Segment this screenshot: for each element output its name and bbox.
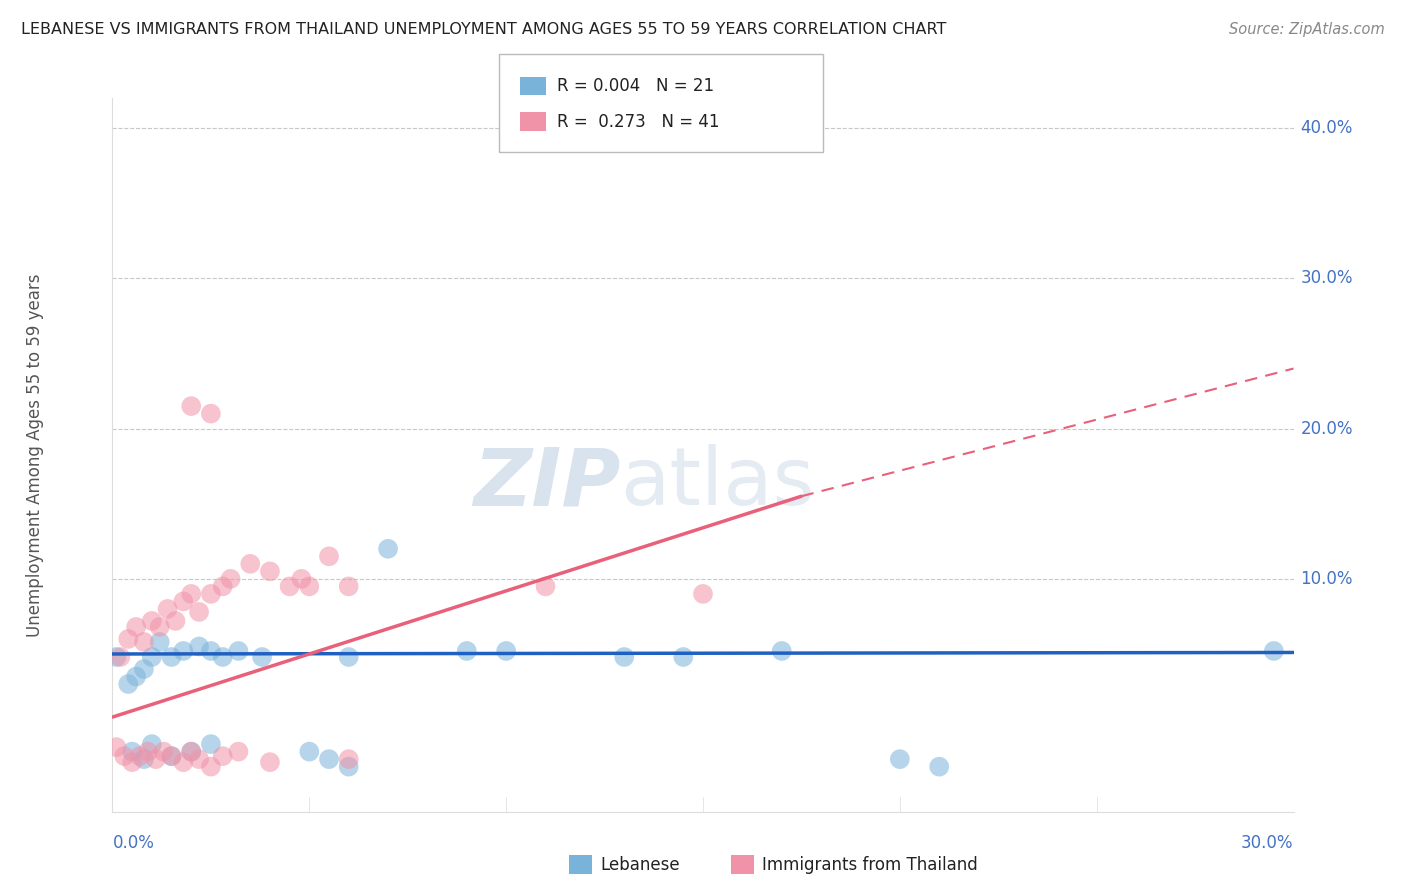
Point xyxy=(105,650,128,665)
Point xyxy=(117,632,139,646)
Text: Lebanese: Lebanese xyxy=(600,856,681,874)
Point xyxy=(250,650,273,665)
Text: 40.0%: 40.0% xyxy=(1301,120,1353,137)
Point xyxy=(172,594,194,608)
Point xyxy=(180,399,202,413)
Point xyxy=(259,755,281,769)
Point xyxy=(141,737,163,751)
Text: Unemployment Among Ages 55 to 59 years: Unemployment Among Ages 55 to 59 years xyxy=(27,273,44,637)
Point xyxy=(132,662,155,676)
Text: R =  0.273   N = 41: R = 0.273 N = 41 xyxy=(557,112,720,131)
Point xyxy=(278,579,301,593)
Point xyxy=(125,669,148,683)
Point xyxy=(770,644,793,658)
Point xyxy=(121,745,143,759)
Text: 10.0%: 10.0% xyxy=(1301,570,1353,588)
Point xyxy=(337,752,360,766)
Point xyxy=(160,749,183,764)
Text: ZIP: ZIP xyxy=(472,444,620,523)
Point xyxy=(125,620,148,634)
Point xyxy=(160,749,183,764)
Point xyxy=(132,635,155,649)
Point xyxy=(298,579,321,593)
Point xyxy=(211,749,233,764)
Text: 20.0%: 20.0% xyxy=(1301,419,1353,438)
Point xyxy=(337,759,360,773)
Point xyxy=(534,579,557,593)
Point xyxy=(188,640,211,654)
Point xyxy=(456,644,478,658)
Point xyxy=(613,650,636,665)
Text: 30.0%: 30.0% xyxy=(1241,834,1294,852)
Point xyxy=(188,752,211,766)
Point xyxy=(141,614,163,628)
Point xyxy=(889,752,911,766)
Point xyxy=(141,650,163,665)
Point xyxy=(200,407,222,421)
Point xyxy=(211,579,233,593)
Point xyxy=(337,579,360,593)
Point xyxy=(228,745,250,759)
Text: atlas: atlas xyxy=(620,444,814,523)
Point xyxy=(180,745,202,759)
Point xyxy=(112,749,135,764)
Point xyxy=(149,620,172,634)
Point xyxy=(156,602,179,616)
Point xyxy=(239,557,262,571)
Point xyxy=(149,635,172,649)
Text: Source: ZipAtlas.com: Source: ZipAtlas.com xyxy=(1229,22,1385,37)
Point xyxy=(200,759,222,773)
Point xyxy=(259,565,281,579)
Point xyxy=(165,614,187,628)
Point xyxy=(200,737,222,751)
Point xyxy=(129,749,152,764)
Point xyxy=(132,752,155,766)
Point xyxy=(298,745,321,759)
Point xyxy=(180,745,202,759)
Text: Immigrants from Thailand: Immigrants from Thailand xyxy=(762,856,977,874)
Point xyxy=(1263,644,1285,658)
Point xyxy=(495,644,517,658)
Point xyxy=(200,587,222,601)
Point xyxy=(117,677,139,691)
Point xyxy=(145,752,167,766)
Text: LEBANESE VS IMMIGRANTS FROM THAILAND UNEMPLOYMENT AMONG AGES 55 TO 59 YEARS CORR: LEBANESE VS IMMIGRANTS FROM THAILAND UNE… xyxy=(21,22,946,37)
Text: R = 0.004   N = 21: R = 0.004 N = 21 xyxy=(557,77,714,95)
Point xyxy=(180,587,202,601)
Point xyxy=(152,745,174,759)
Text: 30.0%: 30.0% xyxy=(1301,269,1353,287)
Point xyxy=(172,755,194,769)
Point xyxy=(219,572,242,586)
Point xyxy=(337,650,360,665)
Point xyxy=(200,644,222,658)
Point xyxy=(228,644,250,658)
Point xyxy=(672,650,695,665)
Point xyxy=(290,572,312,586)
Point xyxy=(110,650,132,665)
Point xyxy=(928,759,950,773)
Point xyxy=(105,740,128,755)
Point xyxy=(318,752,340,766)
Point xyxy=(136,745,159,759)
Point xyxy=(160,650,183,665)
Point xyxy=(188,605,211,619)
Point xyxy=(121,755,143,769)
Point xyxy=(172,644,194,658)
Point xyxy=(377,541,399,556)
Point xyxy=(318,549,340,564)
Point xyxy=(692,587,714,601)
Point xyxy=(211,650,233,665)
Text: 0.0%: 0.0% xyxy=(112,834,155,852)
